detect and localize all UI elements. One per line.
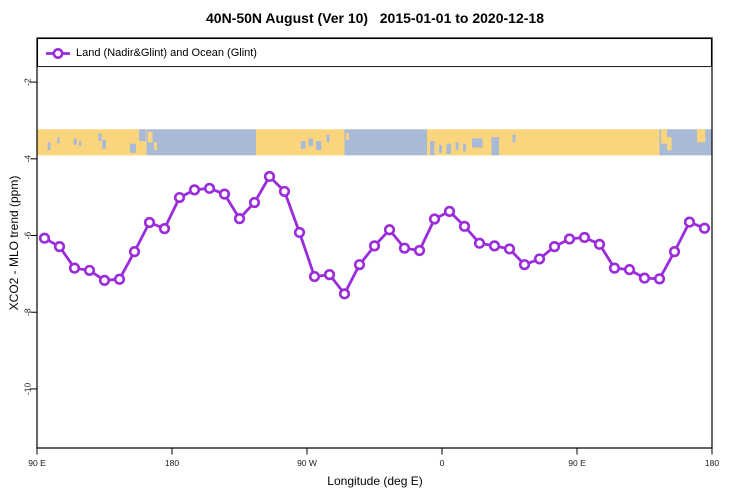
data-point-marker [293, 226, 306, 239]
data-point-marker [458, 220, 471, 232]
map-band-ocean-detail [446, 143, 451, 155]
map-band-ocean-segment [146, 129, 256, 156]
x-tick-label: 180 [705, 458, 719, 468]
map-band-ocean-detail [301, 141, 306, 149]
data-point-marker [308, 270, 321, 283]
map-band-ocean-detail [47, 142, 51, 151]
data-point-marker [683, 216, 696, 228]
data-point-marker [368, 240, 381, 252]
data-point-marker [113, 273, 126, 285]
data-point-marker [443, 205, 456, 217]
data-point-marker [473, 237, 486, 249]
data-point-marker [143, 216, 156, 229]
data-point-marker [638, 272, 651, 284]
data-point-marker [188, 184, 201, 196]
data-point-marker [653, 273, 666, 285]
map-band-ocean-detail [308, 138, 313, 147]
map-band-ocean-detail [316, 141, 322, 151]
map-band-ocean-detail [102, 139, 106, 149]
data-point-marker [668, 246, 681, 258]
x-axis-label: Longitude (deg E) [327, 474, 423, 488]
map-band-ocean-detail [430, 141, 435, 156]
map-band-ocean-detail [512, 134, 516, 143]
data-point-marker [233, 213, 246, 225]
x-tick-label: 90 W [297, 458, 317, 468]
data-point-marker [383, 224, 396, 236]
legend-box [37, 38, 712, 68]
data-point-marker [563, 233, 576, 245]
y-tick-label: -6 [23, 231, 33, 239]
data-point-marker [173, 191, 186, 204]
data-point-marker [248, 196, 261, 209]
data-point-marker [218, 188, 231, 200]
data-point-marker [278, 185, 291, 198]
x-tick-label: 180 [165, 458, 179, 468]
data-point-marker [83, 264, 96, 277]
data-point-marker [503, 243, 516, 255]
map-band-ocean-detail [130, 143, 136, 153]
y-tick-label: -8 [23, 308, 33, 316]
data-point-marker [38, 232, 51, 244]
legend-label: Land (Nadir&Glint) and Ocean (Glint) [76, 47, 257, 59]
map-band-land-segment [427, 129, 660, 156]
map-band-land-detail [667, 137, 672, 151]
data-point-marker [623, 264, 636, 276]
data-point-marker [548, 241, 561, 253]
data-point-marker [68, 262, 81, 274]
map-band-land-detail [697, 129, 706, 143]
data-point-marker [338, 288, 351, 300]
map-band-land-detail [346, 133, 349, 140]
data-series-line [43, 175, 706, 296]
map-band-ocean-detail [139, 129, 146, 142]
map-band-land-segment [37, 129, 147, 156]
data-point-marker [158, 223, 171, 235]
map-band-ocean-detail [455, 142, 459, 151]
data-point-marker [518, 259, 531, 271]
map-band-ocean-segment [344, 129, 427, 156]
map-band-ocean-detail [57, 137, 60, 144]
map-band-ocean-detail [439, 144, 442, 153]
data-point-marker [593, 238, 606, 250]
x-tick-label: 0 [440, 458, 445, 468]
data-point-marker [353, 259, 366, 271]
x-tick-label: 90 E [28, 458, 46, 468]
data-point-marker [98, 274, 111, 286]
map-band-land-detail [661, 129, 667, 144]
x-tick-label: 90 E [568, 458, 586, 468]
map-band-land-detail [148, 131, 153, 143]
y-tick-label: -4 [23, 155, 33, 163]
data-point-marker [323, 269, 336, 281]
data-point-marker [263, 170, 276, 183]
map-band-ocean-detail [79, 141, 82, 147]
data-point-marker [128, 246, 141, 258]
map-band-ocean-detail [98, 133, 102, 142]
map-band-land-segment [256, 129, 345, 156]
data-point-marker [608, 262, 621, 274]
data-point-marker [53, 241, 66, 253]
map-band-ocean-detail [491, 137, 499, 156]
y-axis-label: XCO2 - MLO trend (ppm) [7, 175, 21, 311]
map-band-land-detail [154, 142, 157, 151]
data-point-marker [428, 213, 441, 225]
map-band-ocean-detail [73, 138, 77, 145]
y-tick-label: -10 [23, 382, 33, 395]
map-band-ocean-detail [326, 134, 330, 143]
data-point-marker [413, 244, 426, 257]
data-point-marker [578, 231, 591, 244]
y-tick-label: -2 [23, 78, 33, 86]
data-point-marker [488, 240, 501, 252]
plot-border [36, 37, 713, 449]
data-point-marker [203, 182, 216, 194]
data-point-marker [698, 222, 711, 234]
page-title: 40N-50N August (Ver 10) 2015-01-01 to 20… [206, 10, 544, 26]
data-point-marker [398, 242, 411, 254]
map-band-ocean-detail [472, 138, 483, 148]
legend-line-marker-icon [52, 47, 64, 59]
data-point-marker [533, 253, 546, 265]
map-band-ocean-detail [463, 143, 466, 152]
